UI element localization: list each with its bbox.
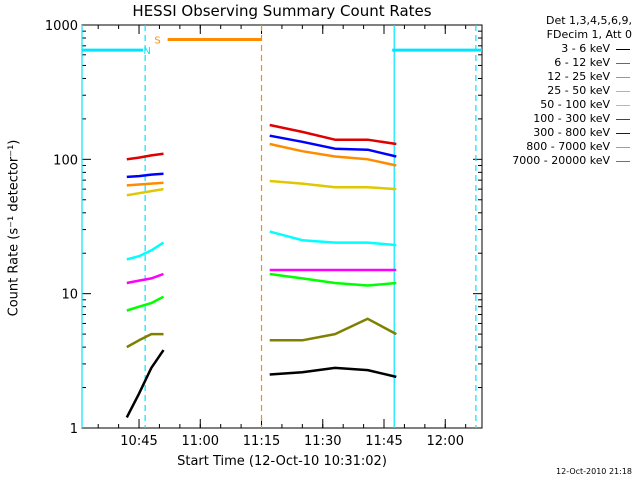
legend-label: 50 - 100 keV [540, 98, 610, 111]
series-line-800-7000-kev [269, 142, 397, 167]
y-tick-label: 100 [53, 153, 78, 168]
legend-item: 25 - 50 keV [486, 84, 636, 98]
legend-item: 800 - 7000 keV [486, 140, 636, 154]
series-line-25-50-kev [269, 230, 397, 247]
legend-item: 100 - 300 keV [486, 112, 636, 126]
plot-frame [81, 24, 483, 429]
legend-swatch [616, 119, 630, 120]
x-tick-label: 11:30 [304, 434, 341, 449]
y-tick-label: 1000 [45, 19, 78, 34]
series-line-7000-20000-kev [269, 317, 397, 342]
series-line-100-300-kev [126, 152, 164, 161]
legend-label: 800 - 7000 keV [526, 140, 610, 153]
x-tick-label: 11:45 [365, 434, 402, 449]
series-line-7000-20000-kev [126, 332, 164, 349]
flag-label-s: S [154, 35, 160, 46]
legend-item: 50 - 100 keV [486, 98, 636, 112]
legend-item: 12 - 25 keV [486, 70, 636, 84]
series-line-12-25-kev [126, 295, 165, 312]
legend-swatch [616, 161, 630, 162]
x-tick-label: 11:00 [182, 434, 219, 449]
series-line-300-800-kev [126, 172, 164, 179]
legend-header-detectors: Det 1,3,4,5,6,9, [545, 14, 632, 27]
series-line-100-300-kev [269, 123, 397, 146]
chart-title: HESSI Observing Summary Count Rates [132, 2, 432, 20]
y-tick-label: 10 [61, 288, 78, 303]
x-tick-label: 10:45 [120, 434, 157, 449]
x-tick-label: 11:15 [243, 434, 280, 449]
legend-label: 100 - 300 keV [533, 112, 610, 125]
legend-label: 25 - 50 keV [547, 84, 610, 97]
legend-header-decimation: FDecim 1, Att 0 [546, 28, 632, 41]
series-line-50-100-kev [269, 179, 397, 191]
legend-item: 7000 - 20000 keV [486, 154, 636, 168]
legend-label: 6 - 12 keV [554, 56, 610, 69]
series-line-50-100-kev [126, 187, 164, 197]
legend-swatch [616, 63, 630, 64]
legend-swatch [616, 133, 630, 134]
legend-swatch [616, 91, 630, 92]
x-tick-label: 12:00 [427, 434, 464, 449]
generation-timestamp: 12-Oct-2010 21:18 [556, 467, 632, 476]
legend-swatch [616, 147, 630, 148]
series-line-3-6-kev [125, 349, 165, 418]
flag-label-n: N [143, 46, 150, 57]
legend-swatch [616, 105, 630, 106]
legend-label: 3 - 6 keV [561, 42, 610, 55]
series-line-800-7000-kev [126, 181, 164, 187]
legend-label: 300 - 800 keV [533, 126, 610, 139]
series-line-3-6-kev [269, 366, 397, 379]
y-tick-label: 1 [70, 422, 78, 437]
legend-swatch [616, 77, 630, 78]
legend-item: 6 - 12 keV [486, 56, 636, 70]
legend-label: 7000 - 20000 keV [512, 154, 610, 167]
x-axis-label: Start Time (12-Oct-10 10:31:02) [177, 454, 387, 469]
legend-label: 12 - 25 keV [547, 70, 610, 83]
series-line-300-800-kev [269, 134, 397, 158]
legend-swatch [616, 49, 630, 50]
legend-item: 300 - 800 keV [486, 126, 636, 140]
series-line-6-12-kev [126, 272, 164, 285]
series-line-12-25-kev [269, 272, 397, 287]
series-line-25-50-kev [126, 241, 165, 261]
legend-item: 3 - 6 keV [486, 42, 636, 56]
